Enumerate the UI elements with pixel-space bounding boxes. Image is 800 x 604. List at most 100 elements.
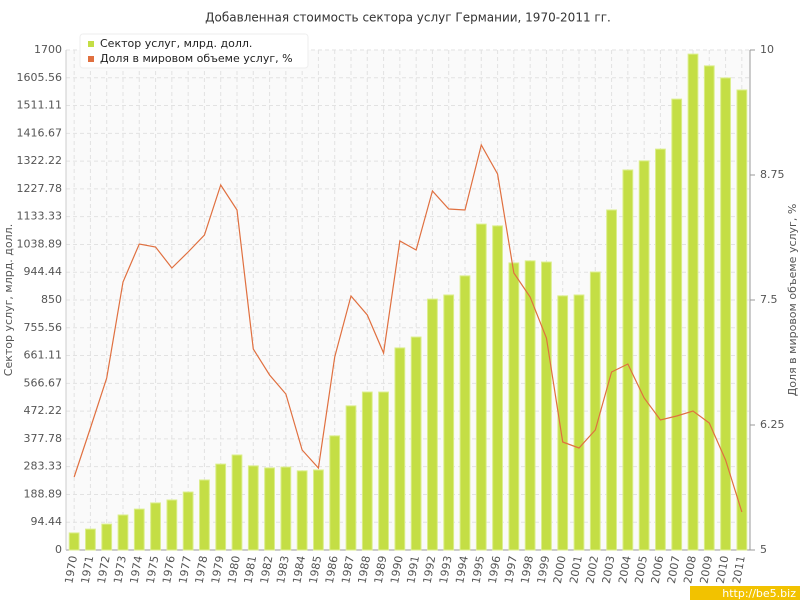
x-tick-label: 1986 bbox=[323, 555, 341, 585]
bar bbox=[133, 508, 145, 551]
bar bbox=[85, 528, 96, 551]
x-tick-label: 1984 bbox=[290, 555, 308, 585]
x-tick-label: 1983 bbox=[274, 555, 292, 585]
y-tick-label: 755.56 bbox=[24, 321, 63, 334]
y2-tick-label: 8.75 bbox=[760, 168, 785, 181]
y-tick-label: 944.44 bbox=[24, 265, 63, 278]
bar bbox=[524, 260, 536, 551]
x-tick-label: 1982 bbox=[258, 555, 276, 585]
bar bbox=[508, 262, 520, 551]
x-tick-label: 2009 bbox=[698, 555, 716, 585]
line bbox=[73, 143, 743, 513]
bar bbox=[231, 454, 243, 551]
x-tick-label: 1993 bbox=[437, 555, 455, 585]
bar bbox=[117, 514, 129, 551]
y-tick-label: 0 bbox=[55, 543, 62, 556]
y-tick-label: 1038.89 bbox=[17, 237, 63, 250]
x-tick-label: 2003 bbox=[600, 555, 618, 585]
bar bbox=[182, 491, 194, 551]
bar bbox=[573, 294, 585, 551]
x-tick-label: 1973 bbox=[111, 555, 129, 585]
legend-swatch bbox=[88, 41, 94, 47]
x-tick-label: 1972 bbox=[95, 555, 113, 585]
y-tick-label: 1133.33 bbox=[17, 210, 63, 223]
bar bbox=[68, 532, 80, 551]
x-tick-label: 1976 bbox=[160, 555, 178, 585]
bar bbox=[475, 223, 487, 551]
x-tick-label: 2010 bbox=[714, 555, 732, 585]
bar bbox=[541, 261, 552, 551]
x-tick-label: 2011 bbox=[730, 555, 748, 585]
bar bbox=[361, 391, 373, 551]
x-tick-label: 1994 bbox=[453, 555, 471, 585]
x-tick-label: 1991 bbox=[404, 555, 422, 585]
legend-swatch bbox=[88, 56, 94, 62]
y-tick-label: 566.67 bbox=[24, 376, 63, 389]
legend: Сектор услуг, млрд. долл. Доля в мировом … bbox=[79, 33, 309, 69]
y-tick-label: 850 bbox=[41, 293, 62, 306]
x-tick-label: 1989 bbox=[372, 555, 390, 585]
bar bbox=[313, 469, 324, 551]
y-tick-label: 1227.78 bbox=[17, 182, 63, 195]
bar bbox=[410, 336, 422, 551]
y-tick-label: 1700 bbox=[34, 43, 62, 56]
y-tick-label: 188.89 bbox=[24, 487, 63, 500]
bar bbox=[671, 98, 683, 551]
x-tick-label: 1980 bbox=[225, 555, 243, 585]
x-tick-label: 1977 bbox=[176, 555, 194, 585]
bar bbox=[720, 77, 731, 551]
x-tick-label: 2000 bbox=[551, 555, 569, 585]
x-tick-label: 1988 bbox=[356, 555, 374, 585]
x-tick-label: 2007 bbox=[665, 555, 683, 585]
legend-box bbox=[79, 33, 309, 69]
y2-axis-label: Доля в мировом объеме услуг, % bbox=[786, 204, 799, 397]
y-tick-label: 472.22 bbox=[24, 404, 63, 417]
x-tick-label: 1995 bbox=[470, 555, 488, 585]
bar bbox=[687, 53, 699, 551]
bar bbox=[394, 347, 406, 551]
legend-label: Доля в мировом объеме услуг, % bbox=[100, 52, 293, 65]
bar bbox=[150, 502, 161, 551]
x-tick-label: 1970 bbox=[62, 555, 80, 585]
bar bbox=[215, 463, 227, 551]
bar bbox=[655, 148, 666, 551]
y2-tick-label: 10 bbox=[760, 43, 774, 56]
y-tick-label: 1605.56 bbox=[17, 71, 63, 84]
y2-tick-label: 6.25 bbox=[760, 418, 785, 431]
watermark: http://be5.biz bbox=[722, 587, 796, 600]
x-tick-label: 2008 bbox=[681, 555, 699, 585]
x-tick-label: 1974 bbox=[128, 555, 146, 585]
bar bbox=[378, 391, 389, 551]
bar bbox=[199, 479, 210, 551]
bar bbox=[622, 169, 634, 551]
x-tick-label: 1999 bbox=[535, 555, 553, 585]
x-tick-label: 1996 bbox=[486, 555, 504, 585]
bar bbox=[589, 271, 601, 551]
bar bbox=[427, 298, 438, 551]
bar bbox=[638, 160, 650, 551]
bar bbox=[166, 499, 178, 551]
x-tick-label: 1979 bbox=[209, 555, 227, 585]
y2-tick-label: 7.5 bbox=[760, 293, 778, 306]
bar bbox=[557, 295, 569, 551]
x-tick-label: 1985 bbox=[307, 555, 325, 585]
y-tick-label: 1511.11 bbox=[17, 99, 63, 112]
x-tick-label: 2005 bbox=[632, 555, 650, 585]
bar bbox=[280, 466, 292, 551]
y-tick-label: 1322.22 bbox=[17, 154, 63, 167]
y-tick-label: 1416.67 bbox=[17, 126, 63, 139]
x-tick-label: 1992 bbox=[421, 555, 439, 585]
watermark-bg bbox=[690, 586, 800, 600]
bar bbox=[264, 467, 275, 551]
x-tick-label: 1971 bbox=[79, 555, 97, 585]
x-tick-label: 1978 bbox=[193, 555, 211, 585]
y-axis-label: Сектор услуг, млрд. долл. bbox=[2, 224, 15, 376]
bar bbox=[296, 470, 308, 551]
x-tick-label: 1998 bbox=[518, 555, 536, 585]
bar bbox=[247, 465, 259, 551]
bar bbox=[345, 405, 357, 551]
bar bbox=[459, 275, 471, 551]
x-tick-label: 1997 bbox=[502, 555, 520, 585]
x-tick-label: 2006 bbox=[649, 555, 667, 585]
